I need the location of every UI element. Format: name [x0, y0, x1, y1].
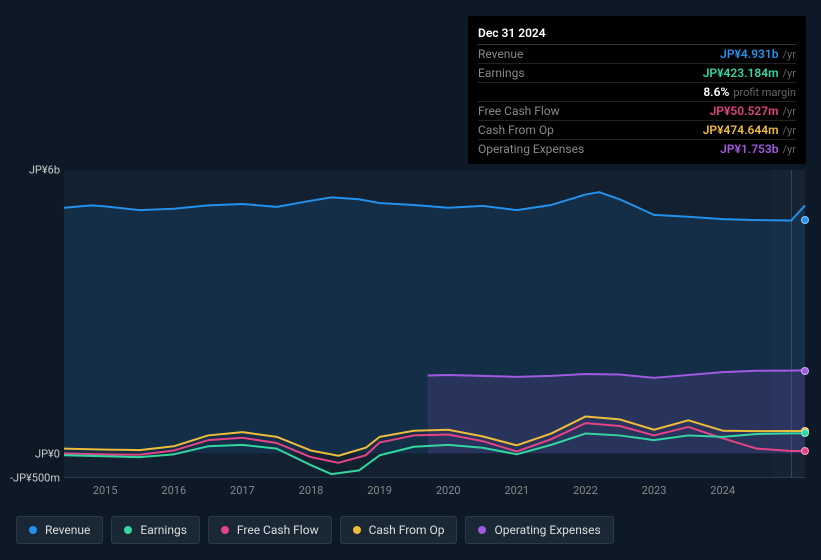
x-axis-tick: 2022: [573, 484, 598, 497]
x-axis-tick: 2019: [367, 484, 392, 497]
plot-region[interactable]: [64, 170, 805, 478]
series-marker: [801, 367, 809, 375]
legend-label: Revenue: [45, 523, 90, 537]
legend-item[interactable]: Cash From Op: [340, 516, 458, 544]
chart-svg: [64, 170, 805, 477]
tooltip-suffix: /yr: [783, 124, 796, 137]
tooltip-suffix: /yr: [783, 105, 796, 118]
legend-swatch: [124, 526, 132, 534]
x-axis-tick: 2020: [436, 484, 461, 497]
tooltip-suffix: /yr: [783, 143, 796, 156]
x-axis-tick: 2017: [230, 484, 255, 497]
tooltip-row: Revenue JP¥4.931b/yr: [478, 45, 796, 64]
series-marker: [801, 429, 809, 437]
legend-label: Cash From Op: [369, 523, 445, 537]
tooltip-label: Free Cash Flow: [478, 104, 560, 118]
tooltip-row: Earnings JP¥423.184m/yr: [478, 64, 796, 83]
legend: Revenue Earnings Free Cash Flow Cash From O…: [16, 516, 614, 544]
tooltip-suffix: /yr: [783, 67, 796, 80]
tooltip-suffix: /yr: [783, 48, 796, 61]
legend-swatch: [221, 526, 229, 534]
tooltip-label: Revenue: [478, 47, 523, 61]
tooltip-label: Cash From Op: [478, 123, 554, 137]
tooltip-value: JP¥423.184m: [703, 66, 779, 80]
legend-label: Operating Expenses: [494, 523, 600, 537]
y-axis-label: JP¥6b: [29, 164, 60, 177]
tooltip-label: Earnings: [478, 66, 525, 80]
tooltip-date: Dec 31 2024: [478, 22, 796, 45]
tooltip-value: 8.6%: [703, 85, 729, 99]
legend-swatch: [353, 526, 361, 534]
x-axis-tick: 2018: [299, 484, 324, 497]
legend-label: Earnings: [140, 523, 187, 537]
tooltip-suffix: profit margin: [733, 86, 796, 99]
legend-label: Free Cash Flow: [237, 523, 319, 537]
x-axis-tick: 2023: [642, 484, 667, 497]
tooltip-row: 8.6% profit margin: [478, 83, 796, 102]
legend-item[interactable]: Earnings: [111, 516, 200, 544]
tooltip-label: Operating Expenses: [478, 142, 584, 156]
tooltip-row: Cash From Op JP¥474.644m/yr: [478, 121, 796, 140]
tooltip-value: JP¥50.527m: [710, 104, 779, 118]
tooltip-rows: Revenue JP¥4.931b/yr Earnings JP¥423.184m/y…: [478, 45, 796, 158]
legend-swatch: [29, 526, 37, 534]
x-axis: 2015 2016 2017 2018 2019 2020 2021 2022 2023 2024: [64, 480, 805, 500]
chart-area: JP¥6bJP¥0-JP¥500m 2015201620172018201920…: [16, 158, 805, 500]
x-axis-tick: 2015: [93, 484, 118, 497]
legend-item[interactable]: Revenue: [16, 516, 103, 544]
tooltip-row: Operating Expenses JP¥1.753b/yr: [478, 140, 796, 158]
tooltip-value: JP¥1.753b: [720, 142, 778, 156]
series-marker: [801, 216, 809, 224]
y-axis-label: JP¥0: [35, 448, 60, 461]
x-axis-tick: 2021: [504, 484, 529, 497]
x-axis-tick: 2024: [710, 484, 735, 497]
legend-item[interactable]: Operating Expenses: [465, 516, 613, 544]
legend-swatch: [478, 526, 486, 534]
tooltip-value: JP¥474.644m: [703, 123, 779, 137]
tooltip-row: Free Cash Flow JP¥50.527m/yr: [478, 102, 796, 121]
legend-item[interactable]: Free Cash Flow: [208, 516, 332, 544]
y-axis-label: -JP¥500m: [10, 472, 60, 485]
x-axis-tick: 2016: [161, 484, 186, 497]
tooltip-value: JP¥4.931b: [720, 47, 778, 61]
data-tooltip: Dec 31 2024 Revenue JP¥4.931b/yr Earnings J…: [468, 16, 806, 164]
series-marker: [801, 447, 809, 455]
